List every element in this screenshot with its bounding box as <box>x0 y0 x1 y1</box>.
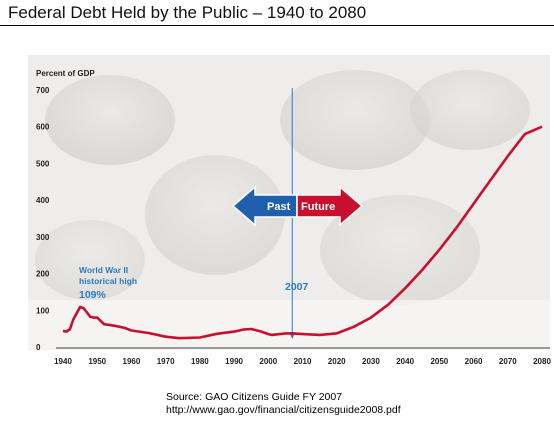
x-tick-label: 1960 <box>123 357 141 366</box>
page-title: Federal Debt Held by the Public – 1940 t… <box>8 3 367 22</box>
past-label: Past <box>267 201 291 213</box>
source-url: http://www.gao.gov/financial/citizensgui… <box>166 404 401 416</box>
title-divider <box>0 25 554 26</box>
debt-chart: Percent of GDP 0 100 200 300 400 500 600 700 19… <box>28 55 551 366</box>
debt-series-line <box>62 125 543 340</box>
x-tick-label: 2010 <box>294 357 312 366</box>
y-axis-title: Percent of GDP <box>36 69 95 78</box>
future-label: Future <box>301 201 335 213</box>
ww2-annotation-line2: historical high <box>79 276 137 286</box>
x-axis-ticks: 1940 1950 1960 1970 1980 1990 2000 2010 2020 2030… <box>54 357 551 366</box>
x-tick-label: 2050 <box>430 357 448 366</box>
coins-background-image <box>28 55 550 350</box>
ww2-annotation-value: 109% <box>79 289 107 301</box>
x-tick-label: 2060 <box>465 357 483 366</box>
y-axis-ticks: 0 100 200 300 400 500 600 700 <box>36 86 50 352</box>
x-tick-label: 2070 <box>499 357 517 366</box>
x-tick-label: 1970 <box>157 357 175 366</box>
x-tick-label: 1990 <box>225 357 243 366</box>
ww2-annotation-line1: World War II <box>79 265 128 275</box>
x-tick-label: 2000 <box>259 357 277 366</box>
x-tick-label: 2080 <box>533 357 551 366</box>
source-citation: Source: GAO Citizens Guide FY 2007 <box>166 391 343 403</box>
x-tick-label: 2030 <box>362 357 380 366</box>
x-tick-label: 1940 <box>54 357 72 366</box>
y-tick-label: 200 <box>36 270 50 279</box>
x-tick-label: 1980 <box>191 357 209 366</box>
x-tick-label: 2020 <box>328 357 346 366</box>
y-tick-label: 0 <box>36 343 41 352</box>
y-tick-label: 700 <box>36 86 50 95</box>
y-tick-label: 600 <box>36 123 50 132</box>
future-arrow-icon <box>296 185 364 227</box>
y-tick-label: 400 <box>36 196 50 205</box>
x-tick-label: 2040 <box>396 357 414 366</box>
y-tick-label: 500 <box>36 159 50 168</box>
y-tick-label: 100 <box>36 306 50 315</box>
year-2007-label: 2007 <box>285 281 309 293</box>
y-tick-label: 300 <box>36 233 50 242</box>
x-tick-label: 1950 <box>88 357 106 366</box>
past-future-arrow: Past Future <box>231 185 364 227</box>
